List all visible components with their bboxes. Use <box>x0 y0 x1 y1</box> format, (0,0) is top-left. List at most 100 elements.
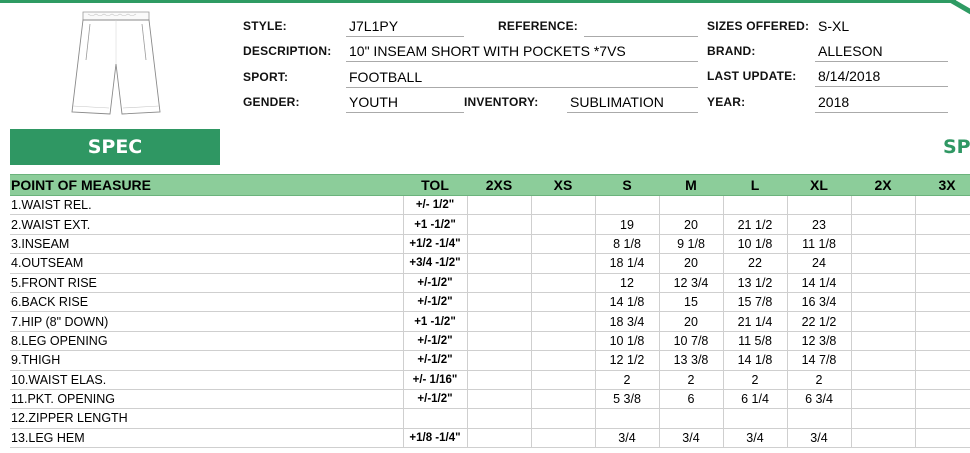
size-value-cell <box>530 234 595 255</box>
size-value-cell: 24 <box>786 253 851 274</box>
size-value-cell <box>594 408 659 429</box>
size-value-cell <box>850 195 915 216</box>
size-value-cell <box>914 292 970 313</box>
size-value-cell <box>530 370 595 390</box>
size-value-cell: 16 3/4 <box>786 292 851 313</box>
size-value-cell <box>466 273 531 293</box>
size-value-cell <box>530 253 595 274</box>
tol-cell: +1 -1/2" <box>402 214 467 235</box>
size-value-cell <box>850 428 915 449</box>
size-value-cell <box>914 234 970 255</box>
size-value-cell <box>850 311 915 332</box>
size-value-cell: 14 7/8 <box>786 350 851 371</box>
size-value-cell: 14 1/8 <box>594 292 659 313</box>
size-value-cell <box>914 389 970 410</box>
reference-label: REFERENCE: <box>498 19 579 33</box>
size-value-cell: 19 <box>594 214 659 235</box>
inventory-label: INVENTORY: <box>464 95 539 109</box>
table-row: 10.WAIST ELAS. +/- 1/16" 2 2 2 2 <box>10 370 970 390</box>
tol-cell <box>402 408 467 429</box>
spec-table: POINT OF MEASURE TOL 2XS XS S M L XL 2X … <box>10 174 970 449</box>
size-header-xl: XL <box>787 174 851 196</box>
size-value-cell: 15 7/8 <box>722 292 787 313</box>
size-value-cell <box>466 428 531 449</box>
tol-cell: +/-1/2" <box>402 273 467 293</box>
size-value-cell <box>466 195 531 216</box>
description-value: 10" INSEAM SHORT WITH POCKETS *7VS <box>346 42 698 62</box>
size-header-s: S <box>595 174 659 196</box>
size-value-cell: 13 1/2 <box>722 273 787 293</box>
pom-header: POINT OF MEASURE <box>10 174 403 196</box>
size-value-cell: 6 1/4 <box>722 389 787 410</box>
size-value-cell <box>914 273 970 293</box>
tol-cell: +/-1/2" <box>402 331 467 352</box>
pom-cell: 5.FRONT RISE <box>10 273 403 293</box>
size-value-cell <box>850 234 915 255</box>
size-value-cell: 10 1/8 <box>594 331 659 352</box>
tol-cell: +/- 1/16" <box>402 370 467 390</box>
size-value-cell: 2 <box>658 370 723 390</box>
tol-cell: +/- 1/2" <box>402 195 467 216</box>
size-value-cell <box>466 389 531 410</box>
pom-cell: 3.INSEAM <box>10 234 403 255</box>
size-value-cell: 18 1/4 <box>594 253 659 274</box>
size-value-cell <box>594 195 659 216</box>
sport-label: SPORT: <box>243 70 289 84</box>
size-value-cell <box>466 214 531 235</box>
table-row: 12.ZIPPER LENGTH <box>10 408 970 429</box>
size-value-cell: 3/4 <box>786 428 851 449</box>
size-value-cell <box>530 214 595 235</box>
sizes-offered-value: S-XL <box>818 18 850 34</box>
size-value-cell: 12 <box>594 273 659 293</box>
size-value-cell <box>914 214 970 235</box>
size-value-cell <box>530 311 595 332</box>
year-label: YEAR: <box>707 95 746 109</box>
tol-cell: +1/2 -1/4" <box>402 234 467 255</box>
size-value-cell: 22 <box>722 253 787 274</box>
size-value-cell <box>530 389 595 410</box>
size-value-cell <box>466 370 531 390</box>
table-row: 11.PKT. OPENING +/-1/2" 5 3/8 6 6 1/4 6 3/4 <box>10 389 970 410</box>
size-value-cell <box>850 350 915 371</box>
style-label: STYLE: <box>243 19 287 33</box>
size-value-cell <box>530 331 595 352</box>
table-row: 2.WAIST EXT. +1 -1/2" 19 20 21 1/2 23 <box>10 214 970 235</box>
pom-cell: 6.BACK RISE <box>10 292 403 313</box>
size-value-cell <box>786 408 851 429</box>
top-rule <box>0 0 956 3</box>
last-update-value: 8/14/2018 <box>815 67 948 87</box>
pom-cell: 2.WAIST EXT. <box>10 214 403 235</box>
size-value-cell: 21 1/4 <box>722 311 787 332</box>
size-value-cell: 6 <box>658 389 723 410</box>
size-value-cell <box>466 292 531 313</box>
size-value-cell: 15 <box>658 292 723 313</box>
tol-cell: +/-1/2" <box>402 389 467 410</box>
size-value-cell <box>850 408 915 429</box>
size-value-cell <box>530 350 595 371</box>
size-value-cell <box>530 408 595 429</box>
size-value-cell <box>914 350 970 371</box>
size-value-cell: 12 3/4 <box>658 273 723 293</box>
size-value-cell <box>850 253 915 274</box>
size-value-cell: 14 1/4 <box>786 273 851 293</box>
table-row: 7.HIP (8" DOWN) +1 -1/2" 18 3/4 20 21 1/4 22 … <box>10 311 970 332</box>
brand-value: ALLESON <box>815 42 948 62</box>
size-value-cell <box>466 253 531 274</box>
size-value-cell <box>466 408 531 429</box>
size-value-cell <box>914 331 970 352</box>
pom-cell: 12.ZIPPER LENGTH <box>10 408 403 429</box>
tol-cell: +3/4 -1/2" <box>402 253 467 274</box>
table-row: 8.LEG OPENING +/-1/2" 10 1/8 10 7/8 11 5/8 12… <box>10 331 970 352</box>
size-value-cell <box>722 408 787 429</box>
pom-cell: 9.THIGH <box>10 350 403 371</box>
size-value-cell: 10 7/8 <box>658 331 723 352</box>
size-value-cell <box>466 234 531 255</box>
reference-value <box>584 17 698 37</box>
size-header-2xs: 2XS <box>467 174 531 196</box>
tol-cell: +1/8 -1/4" <box>402 428 467 449</box>
table-row: 4.OUTSEAM +3/4 -1/2" 18 1/4 20 22 24 <box>10 253 970 274</box>
size-value-cell <box>530 195 595 216</box>
tol-cell: +/-1/2" <box>402 292 467 313</box>
size-value-cell <box>850 273 915 293</box>
size-value-cell <box>914 370 970 390</box>
